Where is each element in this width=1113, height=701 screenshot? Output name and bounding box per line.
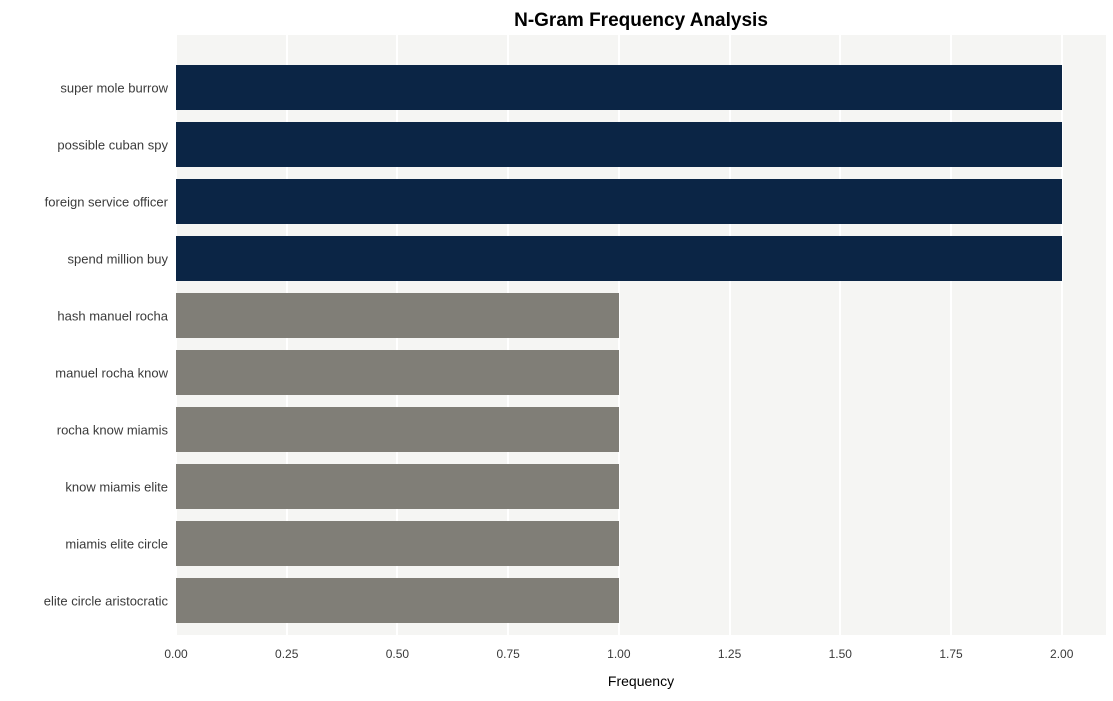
x-tick-label: 0.50 — [386, 635, 409, 661]
x-tick-label: 0.75 — [496, 635, 519, 661]
x-axis-label: Frequency — [176, 673, 1106, 689]
y-category-label: miamis elite circle — [65, 536, 176, 551]
bar — [176, 122, 1062, 167]
y-category-label: foreign service officer — [45, 194, 176, 209]
y-category-label: super mole burrow — [60, 80, 176, 95]
y-category-label: manuel rocha know — [55, 365, 176, 380]
chart-title: N-Gram Frequency Analysis — [176, 10, 1106, 32]
x-tick-label: 1.00 — [607, 635, 630, 661]
bar — [176, 236, 1062, 281]
y-category-label: rocha know miamis — [57, 422, 176, 437]
y-category-label: elite circle aristocratic — [44, 593, 176, 608]
x-tick-label: 0.00 — [164, 635, 187, 661]
bar — [176, 407, 619, 452]
bar — [176, 578, 619, 623]
bar — [176, 179, 1062, 224]
x-tick-label: 1.25 — [718, 635, 741, 661]
y-category-label: hash manuel rocha — [57, 308, 176, 323]
x-tick-label: 2.00 — [1050, 635, 1073, 661]
x-tick-label: 0.25 — [275, 635, 298, 661]
chart-container: N-Gram Frequency Analysis 0.000.250.500.… — [0, 0, 1113, 701]
x-tick-label: 1.50 — [829, 635, 852, 661]
y-category-label: spend million buy — [68, 251, 176, 266]
y-category-label: know miamis elite — [65, 479, 176, 494]
bar — [176, 521, 619, 566]
bar — [176, 293, 619, 338]
bar — [176, 350, 619, 395]
bar — [176, 65, 1062, 110]
x-tick-label: 1.75 — [939, 635, 962, 661]
plot-area: 0.000.250.500.751.001.251.501.752.00supe… — [176, 35, 1106, 635]
bar — [176, 464, 619, 509]
y-category-label: possible cuban spy — [57, 137, 176, 152]
